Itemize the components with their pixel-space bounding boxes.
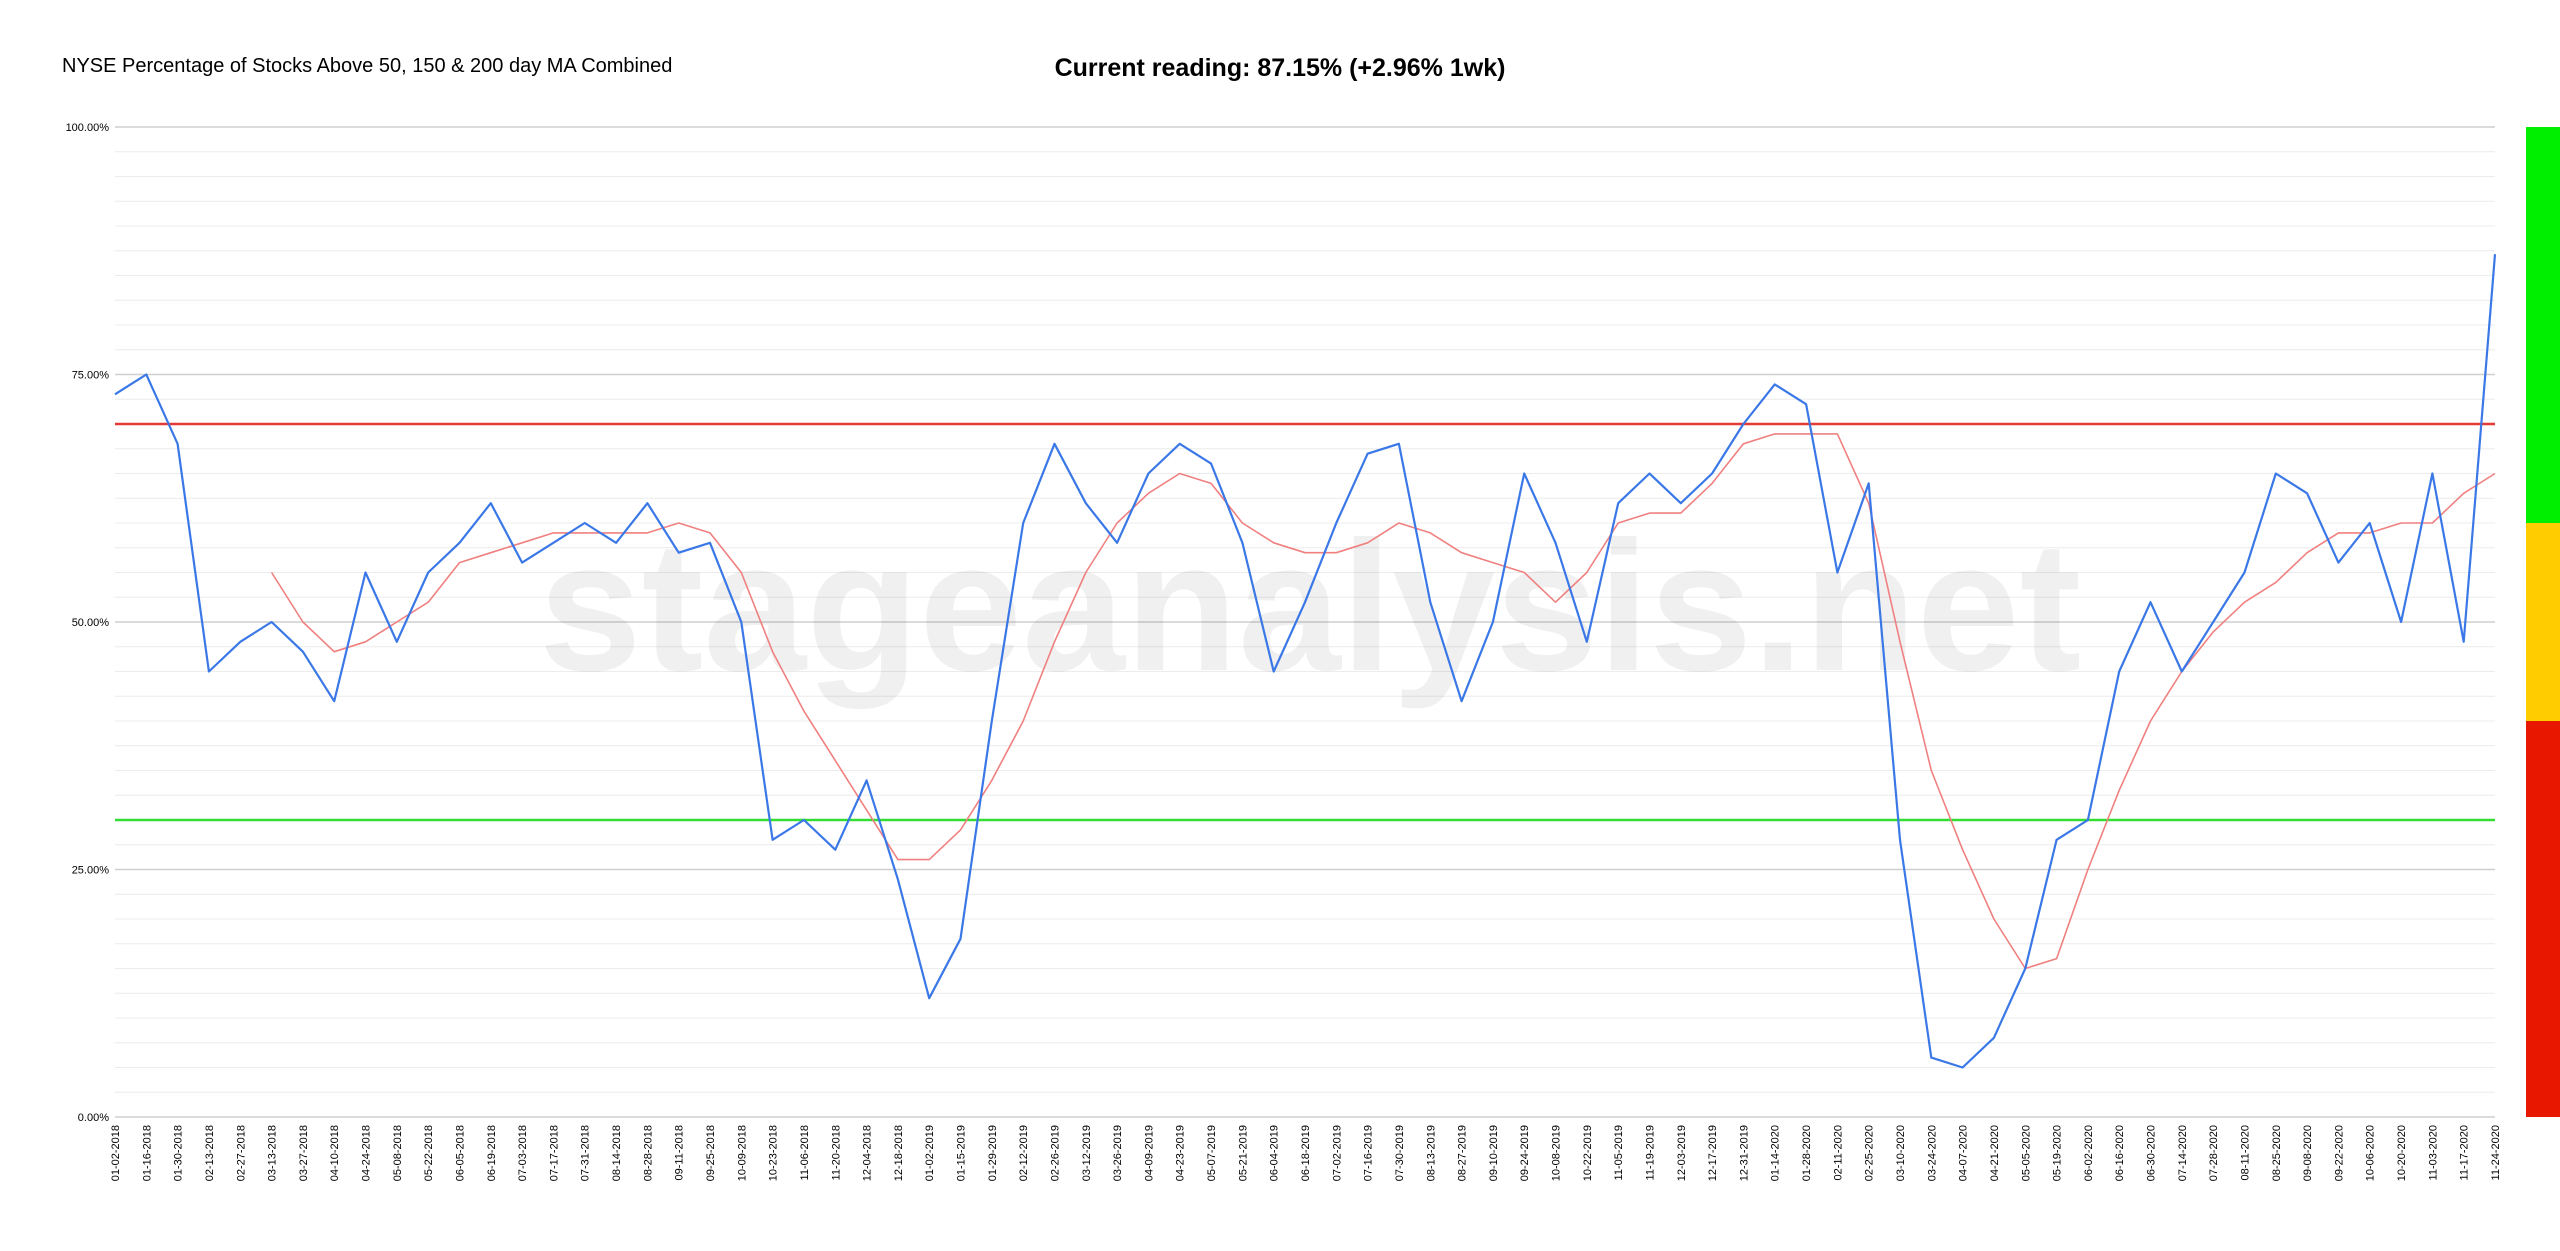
x-tick-label: 08-25-2020 [2271,1125,2283,1181]
x-tick-label: 06-02-2020 [2083,1125,2095,1181]
y-tick-label: 75.00% [72,370,110,382]
x-tick-label: 06-30-2020 [2146,1125,2158,1181]
x-tick-label: 11-19-2019 [1644,1125,1656,1180]
x-tick-label: 04-21-2020 [1989,1125,2001,1181]
x-tick-label: 12-03-2019 [1676,1125,1688,1181]
x-tick-label: 09-24-2019 [1519,1125,1531,1181]
x-tick-label: 08-13-2019 [1425,1125,1437,1181]
x-tick-label: 11-03-2020 [2427,1125,2439,1180]
x-tick-label: 04-10-2018 [329,1125,341,1181]
x-tick-label: 10-20-2020 [2396,1125,2408,1181]
zone-bar [2526,127,2560,523]
x-tick-label: 07-16-2019 [1363,1125,1375,1181]
x-tick-label: 10-09-2018 [736,1125,748,1181]
x-tick-label: 09-10-2019 [1488,1125,1500,1181]
x-tick-label: 11-24-2020 [2490,1125,2502,1180]
x-tick-label: 03-27-2018 [298,1125,310,1181]
x-tick-label: 07-03-2018 [517,1125,529,1181]
x-tick-label: 04-09-2019 [1143,1125,1155,1181]
x-tick-label: 01-02-2018 [110,1125,122,1181]
x-tick-label: 02-13-2018 [204,1125,216,1181]
x-tick-label: 12-18-2018 [893,1125,905,1181]
x-tick-label: 07-02-2019 [1331,1125,1343,1181]
x-tick-label: 06-19-2018 [486,1125,498,1181]
x-tick-label: 01-28-2020 [1801,1125,1813,1181]
x-tick-label: 12-17-2019 [1707,1125,1719,1181]
series-line [114,254,2497,1069]
x-tick-label: 03-24-2020 [1926,1125,1938,1181]
chart-title: NYSE Percentage of Stocks Above 50, 150 … [62,55,672,77]
x-tick-label: 11-06-2018 [799,1125,811,1180]
x-tick-label: 02-25-2020 [1864,1125,1876,1181]
x-tick-label: 09-25-2018 [705,1125,717,1181]
x-tick-label: 07-31-2018 [580,1125,592,1181]
x-tick-label: 05-07-2019 [1206,1125,1218,1181]
x-tick-label: 04-07-2020 [1958,1125,1970,1181]
x-tick-label: 07-30-2019 [1394,1125,1406,1181]
x-tick-label: 05-22-2018 [423,1125,435,1181]
x-tick-label: 04-24-2018 [361,1125,373,1181]
x-tick-label: 03-12-2019 [1081,1125,1093,1181]
watermark: stageanalysis.net [539,504,2081,710]
x-tick-label: 08-11-2020 [2239,1125,2251,1180]
series-line [270,433,2496,970]
x-tick-label: 09-22-2020 [2333,1125,2345,1181]
x-tick-label: 05-19-2020 [2052,1125,2064,1181]
zone-bar [2526,721,2560,1117]
x-tick-label: 01-16-2018 [141,1125,153,1181]
x-tick-label: 01-02-2019 [924,1125,936,1181]
x-tick-label: 03-26-2019 [1112,1125,1124,1181]
zone-bar [2526,523,2560,721]
x-tick-label: 09-11-2018 [674,1125,686,1180]
x-tick-label: 10-23-2018 [768,1125,780,1181]
x-tick-label: 02-26-2019 [1049,1125,1061,1181]
x-tick-label: 07-28-2020 [2208,1125,2220,1181]
x-tick-label: 11-17-2020 [2459,1125,2471,1180]
x-tick-label: 06-04-2019 [1269,1125,1281,1181]
x-tick-label: 05-21-2019 [1237,1125,1249,1181]
x-tick-label: 02-12-2019 [1018,1125,1030,1181]
y-tick-label: 25.00% [72,865,110,877]
x-tick-label: 01-30-2018 [173,1125,185,1181]
chart-subtitle: Current reading: 87.15% (+2.96% 1wk) [1055,54,1506,82]
x-tick-label: 12-04-2018 [862,1125,874,1181]
x-tick-label: 01-14-2020 [1770,1125,1782,1181]
x-tick-label: 10-08-2019 [1551,1125,1563,1181]
x-tick-label: 11-05-2019 [1613,1125,1625,1180]
y-tick-label: 50.00% [72,617,110,629]
x-tick-label: 08-27-2019 [1457,1125,1469,1181]
x-tick-label: 03-13-2018 [267,1125,279,1181]
x-tick-label: 02-11-2020 [1832,1125,1844,1180]
x-tick-label: 08-14-2018 [611,1125,623,1181]
x-tick-label: 07-17-2018 [548,1125,560,1181]
x-tick-label: 05-05-2020 [2020,1125,2032,1181]
x-tick-label: 11-20-2018 [830,1125,842,1180]
x-tick-label: 09-08-2020 [2302,1125,2314,1181]
x-tick-label: 02-27-2018 [235,1125,247,1181]
x-tick-label: 01-29-2019 [987,1125,999,1181]
x-tick-label: 10-22-2019 [1582,1125,1594,1181]
x-tick-label: 04-23-2019 [1175,1125,1187,1181]
x-tick-label: 07-14-2020 [2177,1125,2189,1181]
x-tick-label: 03-10-2020 [1895,1125,1907,1181]
x-tick-label: 08-28-2018 [642,1125,654,1181]
y-tick-label: 0.00% [78,1112,109,1124]
y-tick-label: 100.00% [66,122,110,134]
x-tick-label: 05-08-2018 [392,1125,404,1181]
x-tick-label: 10-06-2020 [2365,1125,2377,1181]
x-tick-label: 12-31-2019 [1738,1125,1750,1181]
x-tick-label: 06-18-2019 [1300,1125,1312,1181]
x-tick-label: 01-15-2019 [956,1125,968,1181]
x-tick-label: 06-16-2020 [2114,1125,2126,1181]
x-tick-label: 06-05-2018 [454,1125,466,1181]
